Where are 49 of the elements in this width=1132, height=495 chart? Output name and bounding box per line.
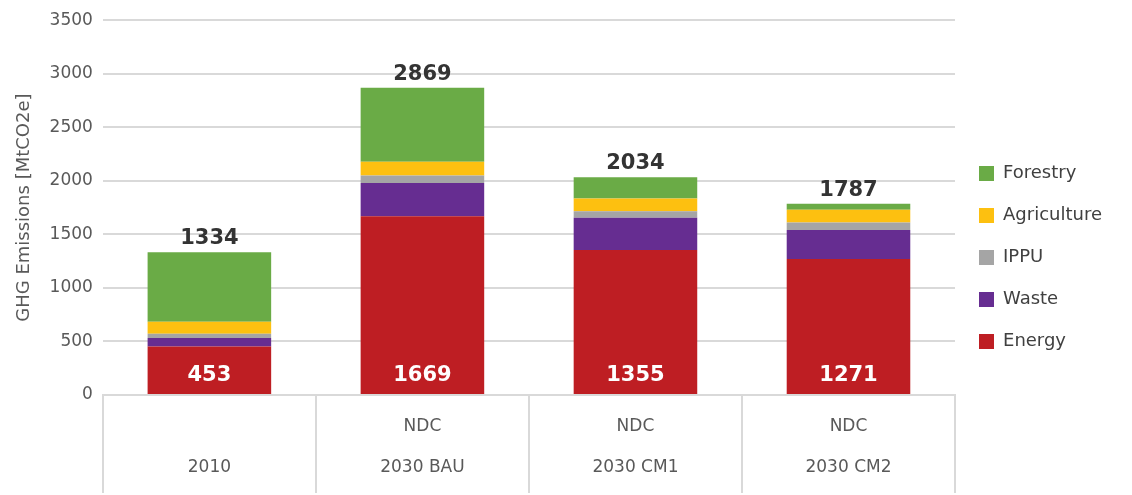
x-tick-label: 2030 BAU <box>380 455 465 476</box>
text: NDC <box>616 415 655 436</box>
bar <box>573 198 698 212</box>
data-label: 453 <box>187 361 232 386</box>
y-tick-label: 0 <box>82 383 93 404</box>
bar <box>147 333 272 338</box>
bar <box>147 321 272 334</box>
bar <box>786 209 911 223</box>
legend-label: Agriculture <box>1003 203 1103 225</box>
bar <box>360 183 485 217</box>
total-label: 2034 <box>606 150 665 175</box>
legend-label: Waste <box>1003 287 1059 309</box>
y-tick-label: 2500 <box>49 115 93 136</box>
text: NDC <box>403 415 442 436</box>
bar <box>360 175 485 184</box>
data-label: 1355 <box>606 361 665 386</box>
data-label: 1669 <box>393 361 452 386</box>
legend-label: Forestry <box>1003 161 1077 183</box>
bar <box>573 211 698 218</box>
data-label: 1271 <box>819 361 878 386</box>
bar <box>360 87 485 162</box>
legend-label: IPPU <box>1003 245 1044 267</box>
y-tick-label: 3000 <box>49 62 93 83</box>
x-tick-label: 2010 <box>187 455 232 476</box>
bar <box>147 337 272 347</box>
bar <box>573 177 698 199</box>
total-label: 1334 <box>180 225 239 250</box>
bar <box>147 346 272 394</box>
text: NDC <box>829 415 868 436</box>
bar <box>147 252 272 322</box>
x-tick-label: 2030 CM1 <box>592 455 679 476</box>
x-tick-label: 2030 CM2 <box>805 455 892 476</box>
bar <box>573 217 698 250</box>
y-tick-label: 1000 <box>49 276 93 297</box>
bar <box>573 249 698 394</box>
bar <box>786 258 911 394</box>
y-tick-label: 1500 <box>49 222 93 243</box>
y-axis-title: GHG Emissions [MtCO2e] <box>12 93 34 322</box>
legend-label: Energy <box>1003 329 1067 351</box>
y-tick-label: 3500 <box>49 8 93 29</box>
bar <box>786 229 911 259</box>
y-tick-label: 2000 <box>49 169 93 190</box>
bar <box>786 222 911 230</box>
bar <box>786 203 911 210</box>
total-label: 1787 <box>819 176 878 201</box>
bar <box>360 216 485 394</box>
bar <box>360 161 485 176</box>
total-label: 2869 <box>393 60 452 85</box>
y-tick-label: 500 <box>60 329 93 350</box>
